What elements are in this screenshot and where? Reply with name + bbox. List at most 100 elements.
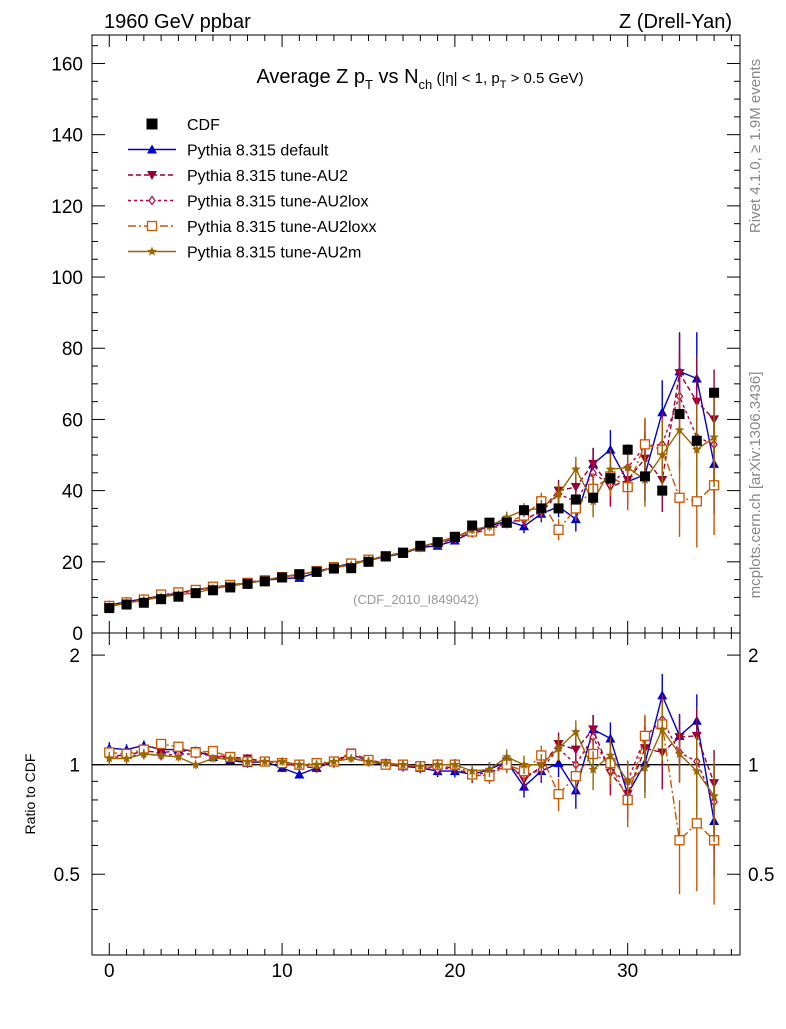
- legend-label: Pythia 8.315 tune-AU2: [187, 168, 348, 185]
- mc-marker: [501, 512, 512, 522]
- x-tick-label: 20: [444, 961, 465, 982]
- cdf-data-point: [415, 540, 426, 551]
- mc-marker: [622, 462, 633, 472]
- legend-label: CDF: [187, 117, 220, 134]
- chart-title: Average Z pT vs Nch (|η| < 1, pT > 0.5 G…: [256, 66, 583, 92]
- y-tick-label: 100: [51, 268, 83, 289]
- mc-marker: [571, 726, 581, 736]
- ratio-tick-label: 1: [69, 756, 80, 777]
- rivet-label: Rivet 4.1.0, ≥ 1.9M events: [747, 59, 764, 233]
- ratio-tick-label: 0.5: [54, 865, 80, 886]
- ratio-ylabel: Ratio to CDF: [22, 754, 38, 835]
- mc-marker: [657, 407, 668, 417]
- cdf-data-point: [311, 566, 322, 577]
- mc-marker: [139, 748, 149, 759]
- cdf-data-point: [156, 594, 167, 605]
- mc-marker: [329, 756, 339, 766]
- mc-marker: [536, 759, 547, 769]
- cdf-data-point: [605, 473, 616, 484]
- y-tick-label: 60: [62, 410, 83, 431]
- main-panel-ticks: 0 20 40 60 80 100 120 140 160: [51, 35, 740, 645]
- mc-marker: [501, 751, 512, 761]
- mc-marker: [121, 753, 132, 763]
- cdf-data-point: [138, 597, 149, 608]
- mc-marker: [691, 496, 702, 507]
- cdf-data-point: [657, 485, 668, 496]
- mc-marker: [190, 759, 201, 769]
- y-tick-label: 0: [72, 624, 83, 645]
- mc-marker: [692, 444, 702, 454]
- y-tick-label: 120: [51, 197, 83, 218]
- legend-label: Pythia 8.315 tune-AU2loxx: [187, 219, 376, 236]
- mc-marker: [363, 756, 374, 766]
- mc-marker: [260, 756, 270, 766]
- main-panel-marks: [104, 332, 720, 614]
- cdf-data-point: [277, 572, 288, 583]
- cdf-data-point: [639, 471, 650, 482]
- mc-marker: [173, 741, 184, 752]
- mc-marker: [381, 758, 391, 768]
- mc-marker: [553, 758, 564, 768]
- mc-marker: [519, 759, 529, 769]
- legend: CDF Pythia 8.315 default Pythia 8.315 tune…: [128, 117, 376, 262]
- mc-marker: [657, 450, 667, 460]
- cdf-data-point: [519, 505, 529, 516]
- mc-marker: [311, 759, 322, 769]
- cdf-data-point: [467, 520, 478, 531]
- cdf-data-point: [363, 556, 374, 567]
- title-mid: vs N: [373, 66, 419, 88]
- mc-marker: [277, 756, 287, 766]
- header-right: Z (Drell-Yan): [619, 11, 732, 33]
- mc-marker: [147, 246, 157, 256]
- cdf-data-point: [570, 494, 581, 505]
- mc-marker: [692, 766, 702, 776]
- cdf-data-point: [691, 435, 702, 446]
- title-cut-a: (|η| < 1, p: [432, 70, 499, 87]
- mc-marker: [709, 791, 719, 801]
- title-main: Average Z p: [256, 66, 365, 88]
- ratio-line: [109, 727, 715, 797]
- mc-marker: [674, 748, 685, 759]
- mc-marker: [104, 753, 115, 763]
- header-left: 1960 GeV ppbar: [104, 11, 251, 33]
- mc-marker: [640, 762, 650, 772]
- mc-marker: [674, 835, 685, 846]
- cdf-data-point: [242, 578, 253, 589]
- cdf-data-point: [294, 569, 305, 580]
- legend-label: Pythia 8.315 tune-AU2lox: [187, 194, 368, 211]
- ratio-tick-label: 2: [69, 646, 80, 667]
- title-main-sub: T: [365, 77, 373, 92]
- cdf-data-point: [709, 387, 720, 398]
- mc-marker: [146, 220, 158, 232]
- legend-cdf-marker: [146, 118, 158, 130]
- mc-marker: [553, 524, 564, 535]
- cdf-data-point: [536, 503, 547, 514]
- cdf-data-point: [380, 551, 391, 562]
- mc-marker: [294, 759, 305, 769]
- mc-marker: [173, 751, 184, 761]
- y-tick-label: 140: [51, 126, 83, 147]
- cdf-data-point: [346, 563, 357, 574]
- mc-marker: [674, 492, 685, 503]
- mc-marker: [242, 756, 253, 766]
- title-mid-sub: ch: [419, 77, 433, 92]
- cdf-data-point: [553, 503, 564, 514]
- mc-marker: [208, 753, 218, 763]
- legend-label: Pythia 8.315 default: [187, 143, 329, 160]
- ratio-tick-label: 1: [748, 756, 759, 777]
- mc-marker: [570, 483, 581, 493]
- ratio-tick-label: 0.5: [748, 865, 774, 886]
- mc-marker: [622, 776, 633, 786]
- mc-marker: [432, 759, 443, 769]
- x-tick-label: 0: [104, 961, 115, 982]
- cdf-data-point: [207, 585, 218, 596]
- mc-marker: [605, 750, 616, 760]
- legend-label: Pythia 8.315 tune-AU2m: [187, 245, 361, 262]
- mc-marker: [553, 743, 564, 753]
- ratio-panel-frame: [91, 632, 741, 956]
- mc-marker: [709, 432, 719, 442]
- cdf-data-point: [484, 517, 495, 528]
- mc-marker: [467, 766, 477, 776]
